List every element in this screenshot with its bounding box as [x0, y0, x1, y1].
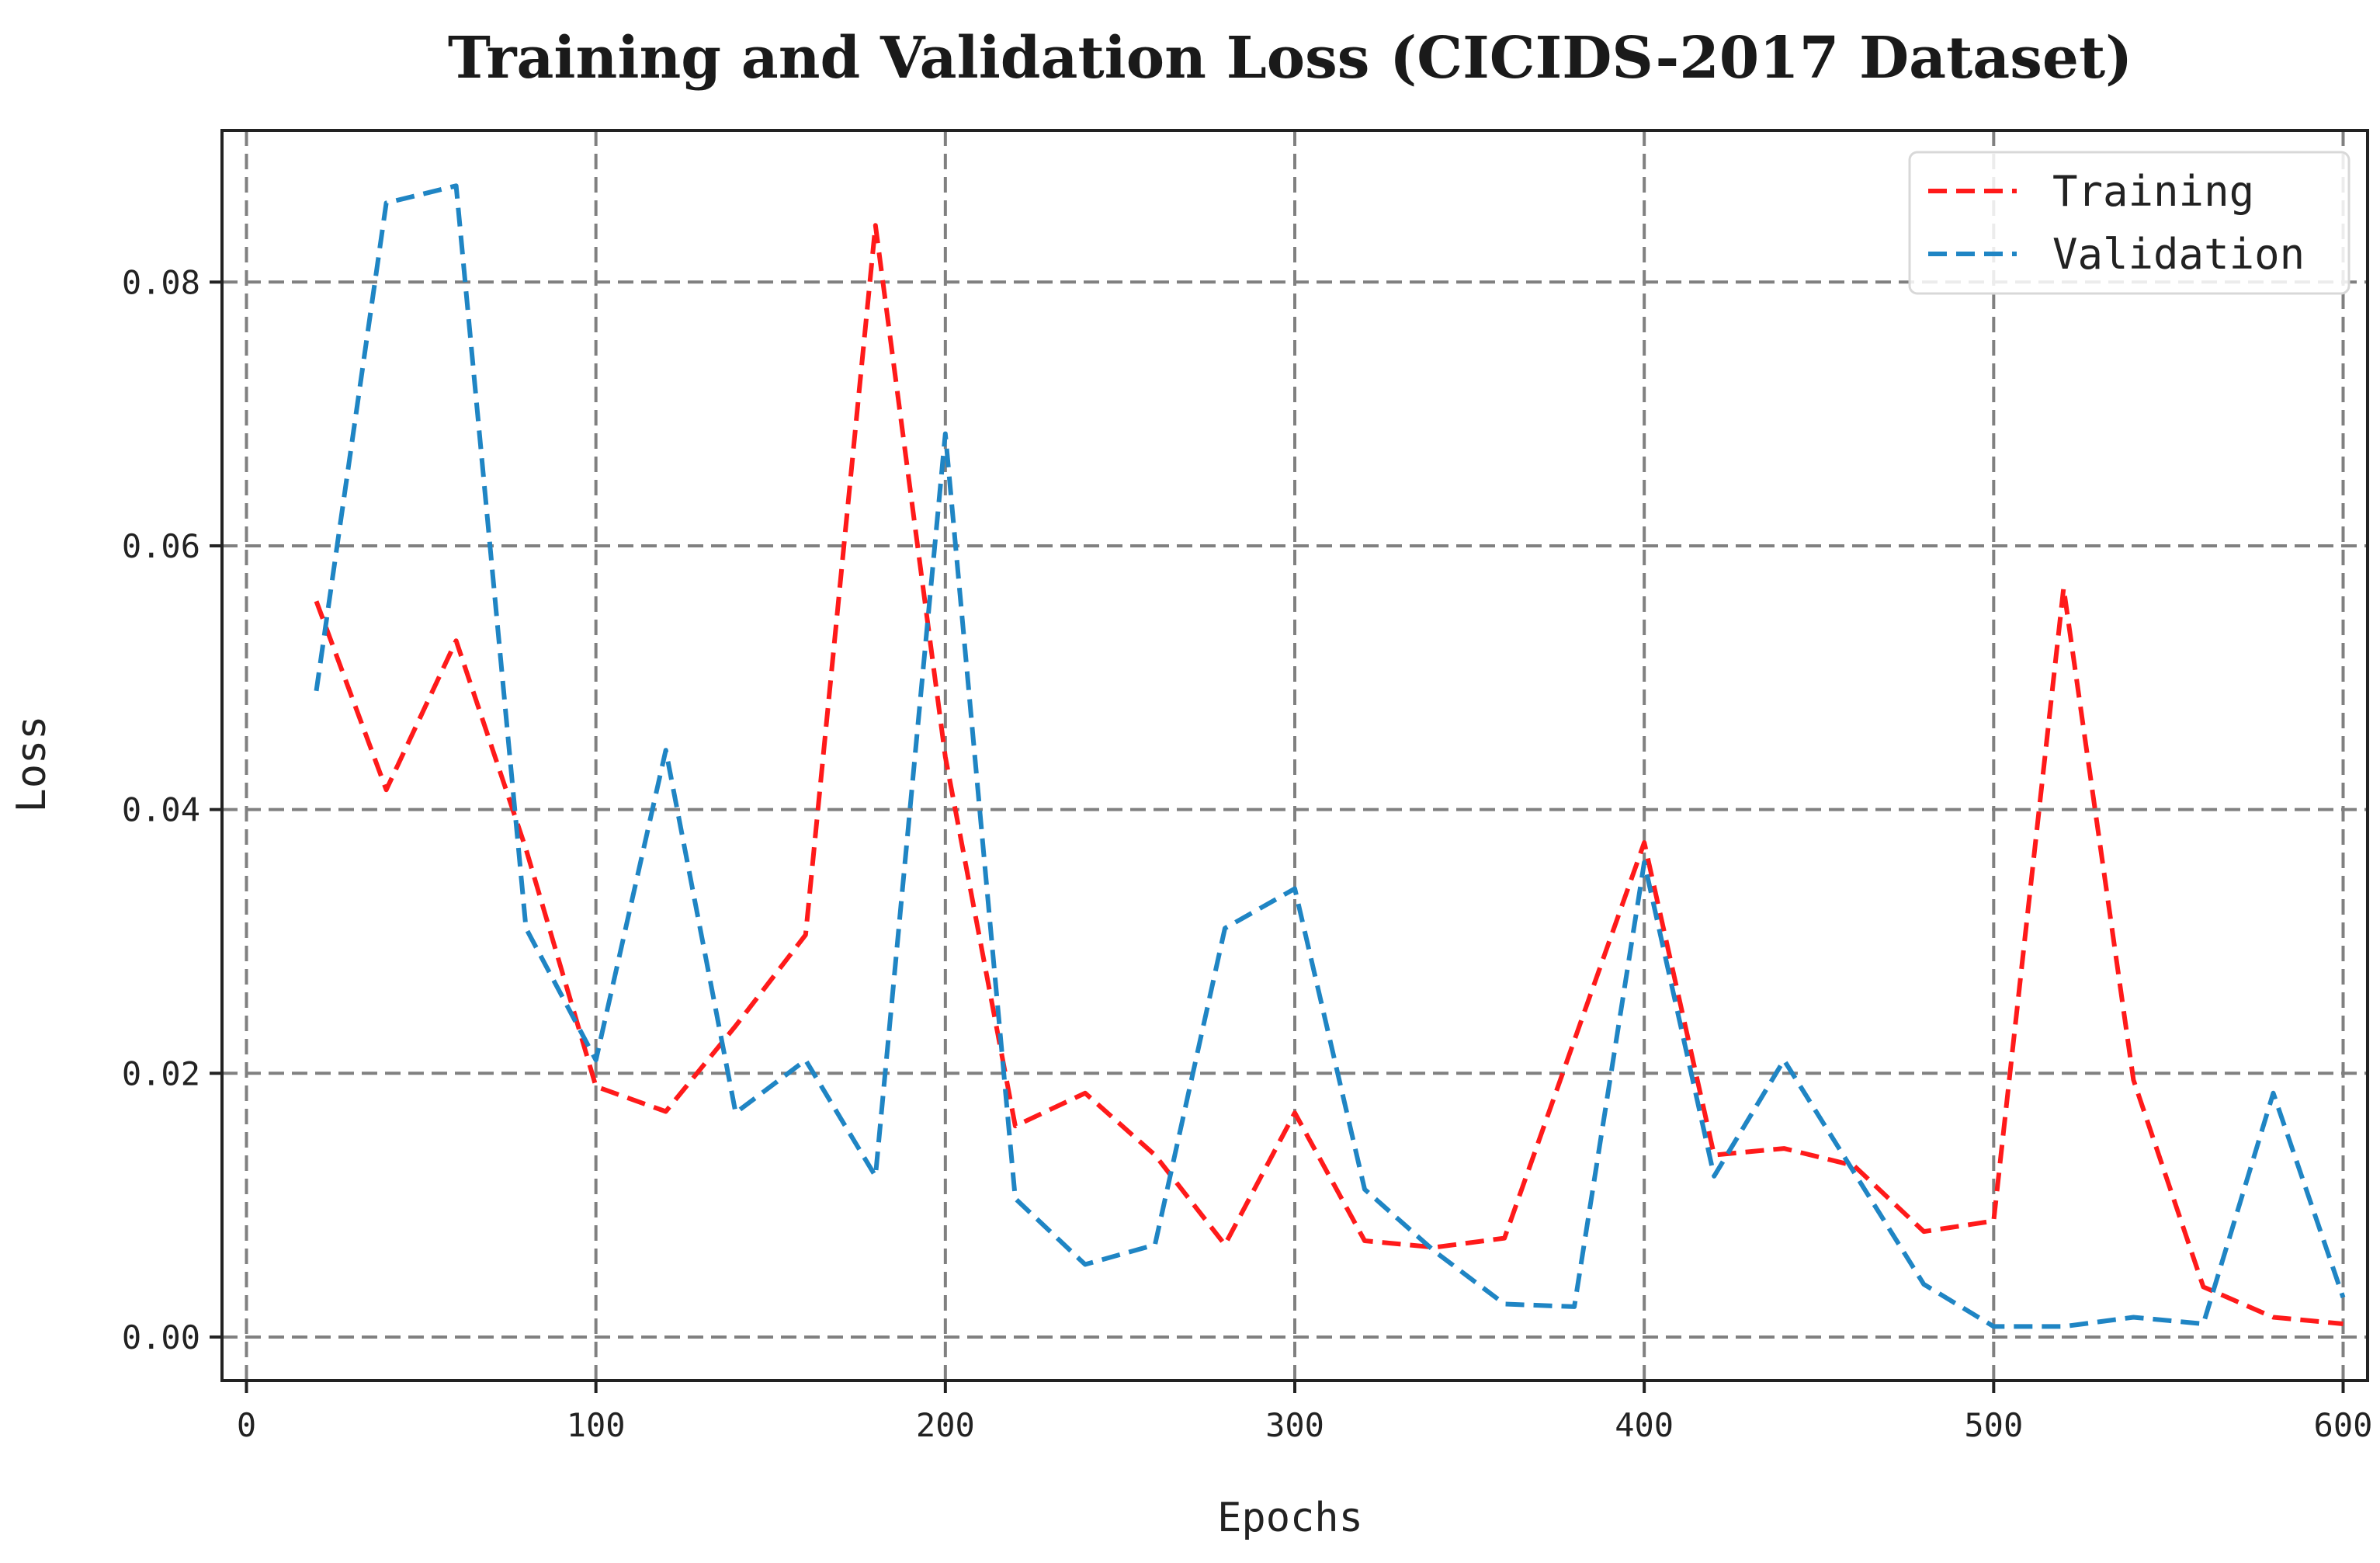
y-tick-label: 0.00 — [122, 1318, 200, 1356]
y-tick-label: 0.06 — [122, 527, 200, 565]
chart-title: Training and Validation Loss (CICIDS-201… — [448, 25, 2132, 92]
x-tick-label: 0 — [237, 1406, 256, 1444]
x-tick-label: 500 — [1964, 1406, 2023, 1444]
y-tick-label: 0.04 — [122, 791, 200, 829]
x-tick-label: 400 — [1615, 1406, 1674, 1444]
y-axis-label: Loss — [9, 715, 55, 812]
legend-box — [1908, 151, 2351, 295]
series-line-validation — [314, 183, 2346, 1329]
legend-label-validation: Validation — [2052, 230, 2305, 279]
legend-label-training: Training — [2052, 167, 2254, 216]
grid-lines — [222, 130, 2368, 1381]
series-line-training — [314, 223, 2344, 1326]
x-tick-label: 300 — [1265, 1406, 1324, 1444]
y-tick-label: 0.02 — [122, 1054, 200, 1092]
legend: Training Validation — [1908, 151, 2351, 295]
x-tick-label: 600 — [2314, 1406, 2373, 1444]
x-tick-label: 100 — [567, 1406, 626, 1444]
x-axis-label: Epochs — [1217, 1495, 1363, 1541]
y-tick-label: 0.08 — [122, 263, 200, 301]
axis-ticks: 0 100 200 300 400 500 600 0.00 0.02 0.04 0.06 0.08 — [122, 263, 2373, 1444]
series-lines — [314, 183, 2346, 1329]
x-tick-label: 200 — [916, 1406, 975, 1444]
